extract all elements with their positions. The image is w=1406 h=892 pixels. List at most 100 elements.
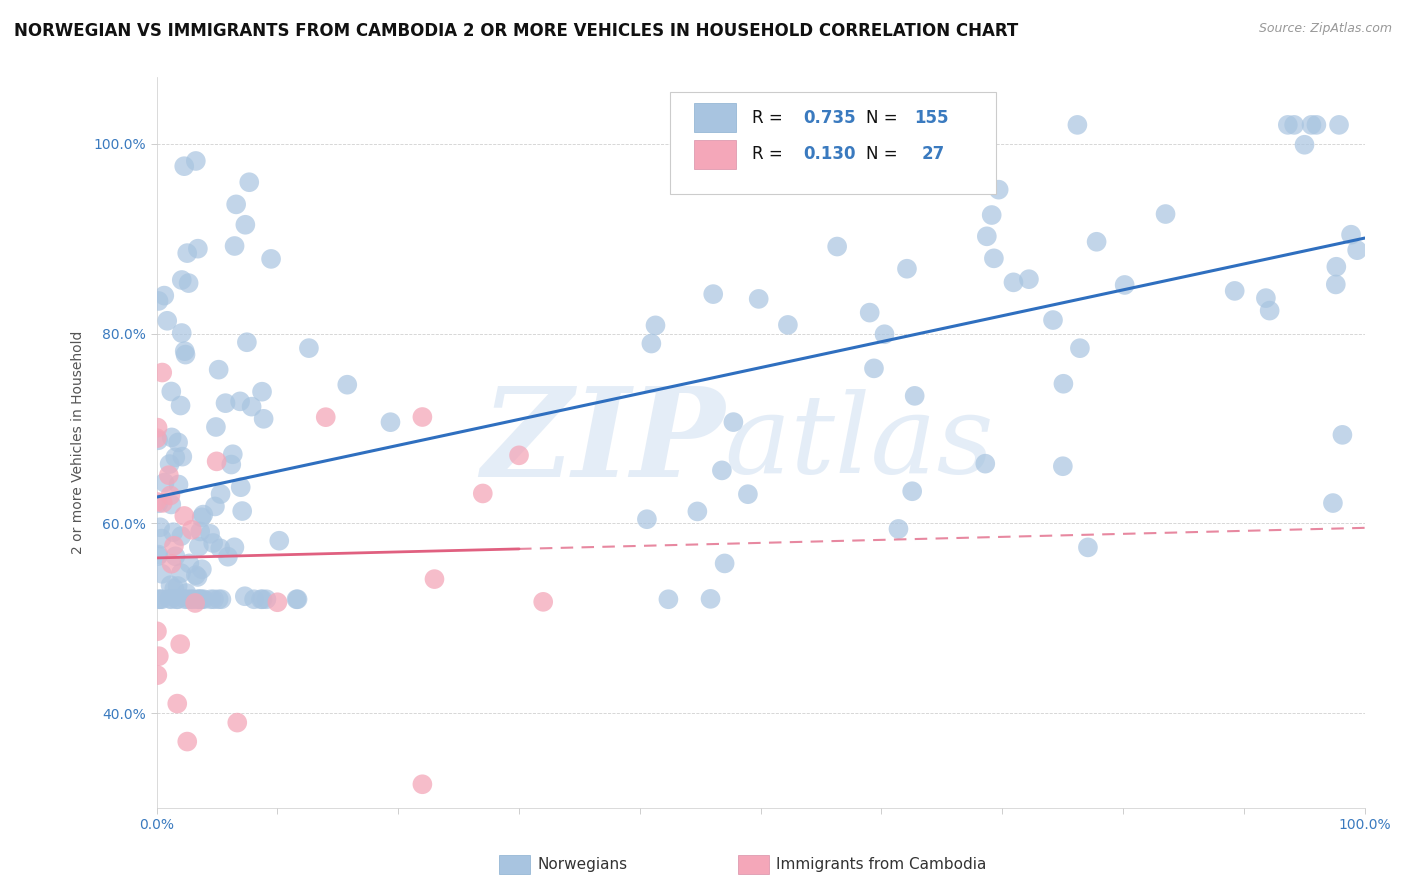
- Point: [184, 153, 207, 168]
- Point: [411, 409, 433, 424]
- Point: [191, 562, 214, 576]
- Text: 0.735: 0.735: [803, 109, 856, 127]
- Point: [1282, 118, 1305, 132]
- Point: [1042, 313, 1064, 327]
- Point: [229, 480, 252, 494]
- Point: [240, 400, 263, 414]
- Point: [176, 734, 198, 748]
- Point: [723, 415, 745, 429]
- Point: [170, 273, 193, 287]
- Text: NORWEGIAN VS IMMIGRANTS FROM CAMBODIA 2 OR MORE VEHICLES IN HOUSEHOLD CORRELATIO: NORWEGIAN VS IMMIGRANTS FROM CAMBODIA 2 …: [14, 22, 1018, 40]
- Point: [863, 361, 886, 376]
- Point: [250, 592, 273, 607]
- Text: atlas: atlas: [724, 389, 994, 497]
- Point: [190, 592, 212, 607]
- Point: [315, 410, 337, 425]
- Point: [166, 592, 188, 607]
- Point: [699, 591, 721, 606]
- Point: [250, 384, 273, 399]
- Point: [146, 624, 169, 639]
- Point: [202, 592, 225, 607]
- Text: Norwegians: Norwegians: [537, 857, 627, 871]
- Text: 0.130: 0.130: [803, 145, 855, 163]
- Point: [208, 362, 231, 376]
- Point: [896, 261, 918, 276]
- Point: [156, 314, 179, 328]
- Point: [163, 539, 186, 553]
- Point: [173, 344, 195, 359]
- Point: [190, 510, 212, 524]
- Point: [146, 549, 169, 563]
- Point: [285, 592, 308, 607]
- Point: [162, 525, 184, 540]
- Point: [1294, 137, 1316, 152]
- Point: [165, 450, 187, 465]
- Point: [1077, 541, 1099, 555]
- Point: [209, 541, 232, 556]
- Point: [1223, 284, 1246, 298]
- Point: [187, 570, 209, 584]
- Point: [813, 118, 835, 132]
- Point: [170, 566, 193, 580]
- Point: [160, 430, 183, 444]
- Point: [173, 508, 195, 523]
- Point: [167, 477, 190, 491]
- Point: [187, 592, 209, 607]
- Point: [298, 341, 321, 355]
- Point: [859, 305, 882, 319]
- Point: [1277, 118, 1299, 132]
- Point: [188, 524, 211, 539]
- Point: [411, 777, 433, 791]
- Point: [987, 183, 1010, 197]
- Point: [217, 549, 239, 564]
- Point: [159, 591, 181, 606]
- Point: [1340, 227, 1362, 242]
- Point: [209, 592, 232, 607]
- Point: [1114, 277, 1136, 292]
- Text: N =: N =: [866, 145, 903, 163]
- FancyBboxPatch shape: [695, 103, 737, 132]
- Point: [193, 592, 215, 607]
- Point: [153, 288, 176, 302]
- Point: [166, 579, 188, 593]
- Point: [174, 348, 197, 362]
- Point: [976, 229, 998, 244]
- Point: [235, 218, 257, 232]
- Point: [160, 498, 183, 512]
- Point: [148, 434, 170, 448]
- Point: [713, 557, 735, 571]
- Point: [150, 592, 173, 607]
- Point: [243, 592, 266, 607]
- Point: [1346, 243, 1368, 257]
- Point: [163, 582, 186, 596]
- Text: R =: R =: [752, 145, 789, 163]
- Point: [873, 327, 896, 342]
- Point: [187, 592, 209, 607]
- Point: [686, 504, 709, 518]
- Point: [160, 592, 183, 607]
- Point: [148, 293, 170, 308]
- Point: [146, 668, 169, 682]
- Point: [159, 488, 181, 502]
- Point: [204, 500, 226, 514]
- Point: [1327, 118, 1350, 132]
- Point: [222, 447, 245, 461]
- Point: [269, 533, 291, 548]
- Point: [980, 208, 1002, 222]
- Point: [531, 595, 554, 609]
- Point: [1052, 376, 1074, 391]
- Point: [983, 252, 1005, 266]
- Point: [1052, 459, 1074, 474]
- Point: [150, 366, 173, 380]
- Point: [1324, 277, 1347, 292]
- Point: [471, 486, 494, 500]
- Point: [184, 596, 207, 610]
- Point: [967, 122, 990, 136]
- Text: 27: 27: [921, 145, 945, 163]
- Point: [180, 523, 202, 537]
- FancyBboxPatch shape: [695, 139, 737, 169]
- Point: [238, 175, 260, 189]
- Point: [157, 468, 180, 483]
- Point: [198, 526, 221, 541]
- Point: [214, 396, 236, 410]
